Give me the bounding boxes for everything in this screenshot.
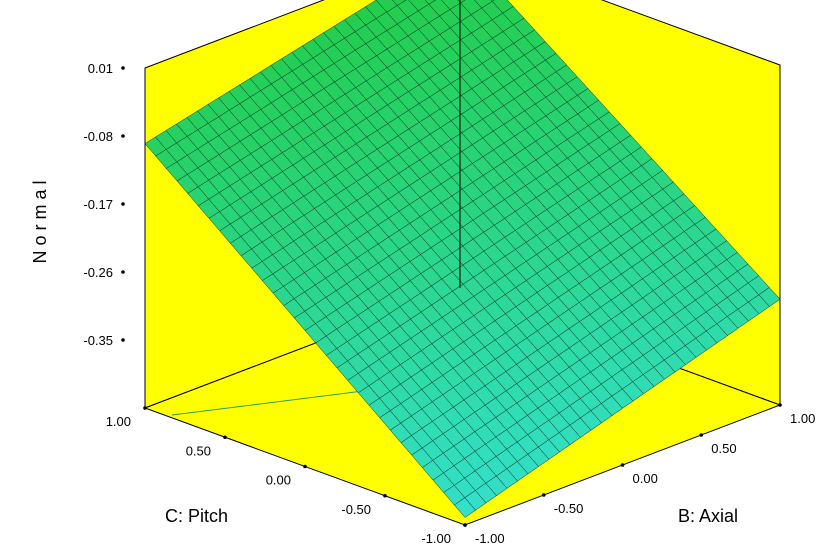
z-tick-label: -0.08 [83,129,113,144]
b-tick-mark [699,433,704,437]
z-tick-mark [121,270,125,274]
b-axis-ticks: -1.00 -0.50 0.00 0.50 1.00 [463,403,815,546]
b-tick-mark [620,463,625,467]
b-tick-label: 1.00 [790,411,815,426]
c-axis-title: C: Pitch [165,506,228,526]
b-tick-label: 0.50 [711,441,736,456]
z-axis-ticks: 0.01 -0.08 -0.17 -0.26 -0.35 [83,61,125,348]
b-tick-label: 0.00 [633,471,658,486]
b-axis-title: B: Axial [678,506,738,526]
c-tick-label: 0.50 [186,443,211,458]
b-tick-mark [778,403,782,407]
b-tick-label: -1.00 [475,531,505,546]
c-tick-label: -0.50 [341,502,371,517]
c-tick-mark [303,464,307,469]
z-axis-title: N o r m a l [30,180,50,263]
c-tick-mark [383,493,387,498]
response-surface [144,0,781,518]
b-tick-mark [541,493,546,497]
surface-cell [453,497,476,518]
b-tick-label: -0.50 [554,501,584,516]
c-tick-mark [143,406,147,410]
z-tick-mark [121,338,125,342]
z-tick-mark [121,134,125,138]
z-tick-label: -0.35 [83,333,113,348]
c-tick-label: 0.00 [266,473,291,488]
c-axis-ticks: 1.00 0.50 0.00 -0.50 -1.00 [106,406,467,546]
z-tick-mark [121,202,125,206]
c-tick-label: 1.00 [106,414,131,429]
z-tick-label: -0.26 [83,265,113,280]
c-tick-mark [223,435,227,440]
z-tick-mark [121,66,125,70]
z-tick-label: 0.01 [88,61,113,76]
z-tick-label: -0.17 [83,197,113,212]
b-tick-mark [463,523,467,527]
c-tick-label: -1.00 [421,531,451,546]
